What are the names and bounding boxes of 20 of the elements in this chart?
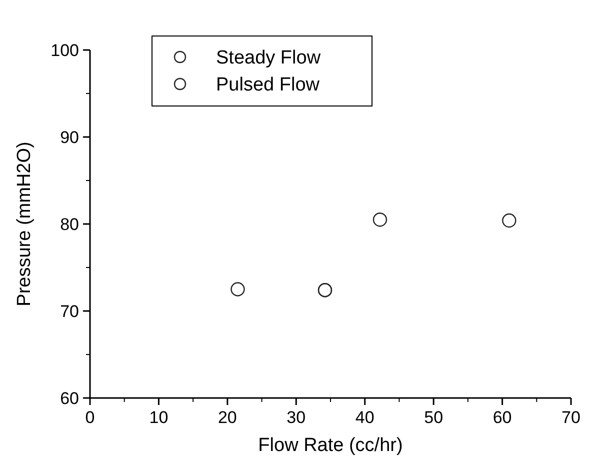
- legend-label: Pulsed Flow: [216, 74, 320, 96]
- x-tick-label: 0: [85, 408, 95, 427]
- y-tick-label: 70: [60, 302, 79, 321]
- point: [502, 213, 516, 228]
- x-tick-label: 10: [149, 408, 168, 427]
- x-tick-label: 50: [424, 408, 444, 427]
- y-axis-title: Pressure (mmH2O): [14, 142, 35, 306]
- y-tick-label: 90: [60, 128, 79, 147]
- x-axis-title: Flow Rate (cc/hr): [258, 435, 403, 456]
- y-tick-label: 100: [50, 40, 79, 60]
- x-tick-label: 60: [492, 408, 512, 427]
- point: [372, 212, 388, 227]
- point: [230, 282, 245, 296]
- x-tick-label: 70: [562, 408, 580, 427]
- x-tick-label: 20: [218, 408, 237, 427]
- x-tick-label: 40: [355, 408, 374, 427]
- x-tick-label: 30: [286, 408, 306, 427]
- y-tick-label: 60: [60, 388, 79, 408]
- y-tick-label: 80: [60, 214, 79, 234]
- legend-label: Steady Flow: [216, 48, 321, 69]
